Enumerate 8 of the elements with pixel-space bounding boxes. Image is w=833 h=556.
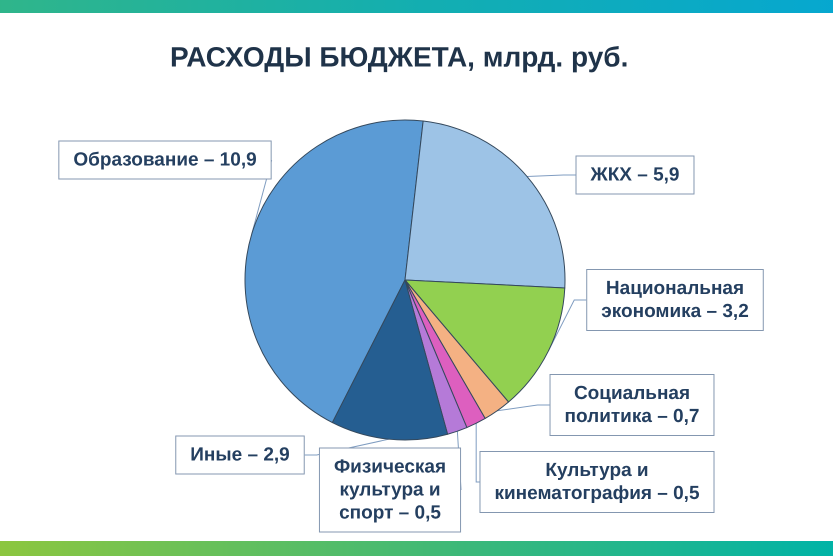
slice-label: Физическая культура и спорт – 0,5 xyxy=(334,456,446,524)
slice-label: Социальная политика – 0,7 xyxy=(564,383,700,427)
slice-label: Иные – 2,9 xyxy=(190,444,290,466)
slice-label: ЖКХ – 5,9 xyxy=(590,164,680,186)
slice-label: Образование – 10,9 xyxy=(73,150,257,170)
slice-label: Культура и кинематография – 0,5 xyxy=(494,460,700,504)
chart-title: РАСХОДЫ БЮДЖЕТА, млрд. руб. xyxy=(170,42,628,72)
slice-label: Национальная экономика – 3,2 xyxy=(601,278,749,322)
